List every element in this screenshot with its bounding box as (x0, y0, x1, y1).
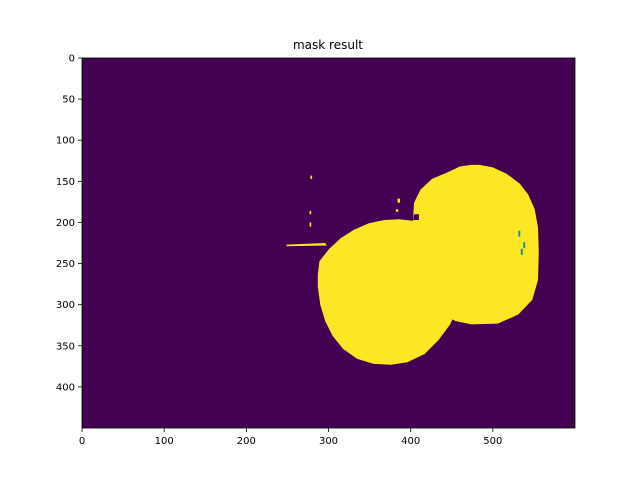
y-tick-label-200: 200 (56, 218, 75, 229)
mask-region-horizontal-streak-2 (286, 243, 327, 247)
y-tick-label-250: 250 (56, 259, 75, 270)
mask-region-speck-5 (309, 222, 312, 227)
x-tick-label-100: 100 (155, 436, 174, 447)
y-tick-label-300: 300 (56, 300, 75, 311)
y-tick-label-100: 100 (56, 136, 75, 147)
plot-area (81, 57, 576, 429)
x-tick-label-500: 500 (483, 436, 502, 447)
y-tick-label-50: 50 (62, 95, 75, 106)
mask-region-speck-4 (309, 210, 312, 215)
y-tick-label-350: 350 (56, 341, 75, 352)
edge-artifact-0 (518, 230, 521, 237)
y-axis: 0 50 100 150 200 250 300 350 400 (56, 54, 82, 393)
x-tick-label-0: 0 (79, 436, 85, 447)
x-tick-label-200: 200 (237, 436, 256, 447)
mask-hole-0 (413, 214, 419, 220)
y-tick-label-400: 400 (56, 382, 75, 393)
x-tick-label-400: 400 (401, 436, 420, 447)
y-tick-label-150: 150 (56, 177, 75, 188)
edge-artifact-1 (523, 242, 526, 249)
mask-region-speck-3 (310, 175, 313, 179)
mask-region-speck-6 (397, 198, 400, 203)
x-tick-label-300: 300 (319, 436, 338, 447)
mask-layer (286, 164, 539, 365)
mask-region-lower-left-disc-1 (317, 219, 461, 365)
edge-artifact-2 (520, 248, 523, 255)
mask-region-speck-7 (395, 209, 399, 212)
x-axis: 0 100 200 300 400 500 (79, 428, 502, 447)
y-tick-label-0: 0 (69, 54, 75, 65)
chart-title: mask result (293, 38, 363, 52)
